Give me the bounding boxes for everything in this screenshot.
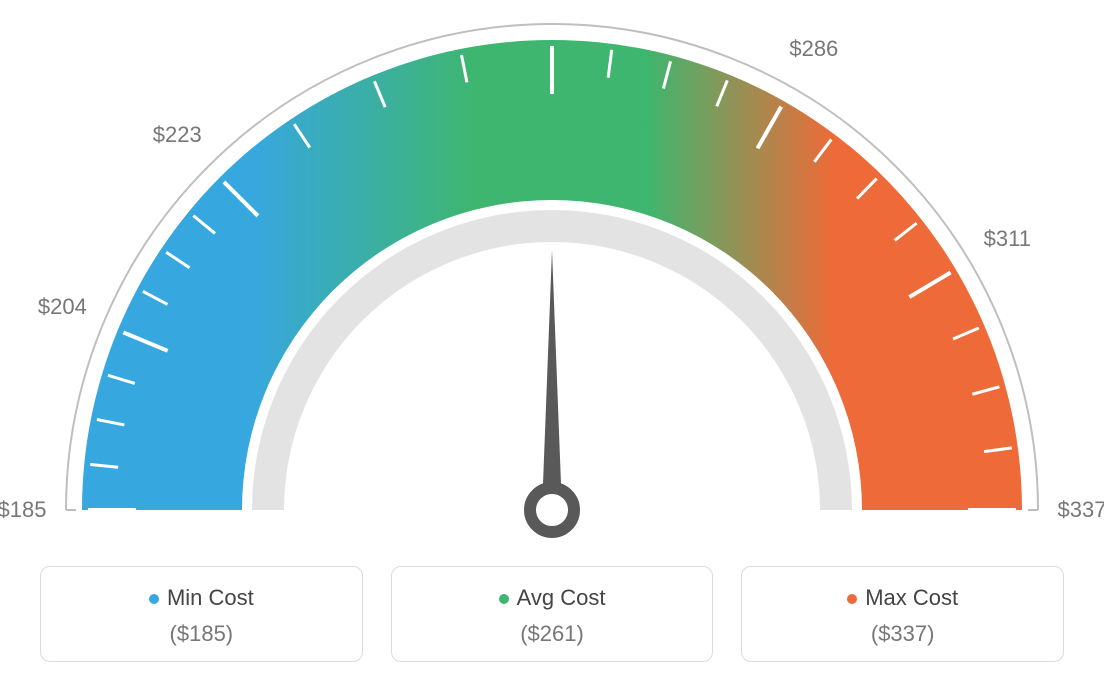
- avg-cost-dot: [499, 594, 509, 604]
- avg-cost-label-text: Avg Cost: [517, 585, 606, 610]
- gauge-tick-label: $204: [38, 294, 87, 320]
- avg-cost-value: ($261): [402, 621, 703, 647]
- min-cost-value: ($185): [51, 621, 352, 647]
- gauge-svg: [0, 0, 1104, 560]
- min-cost-label-text: Min Cost: [167, 585, 254, 610]
- max-cost-card: Max Cost ($337): [741, 566, 1064, 662]
- max-cost-label: Max Cost: [752, 585, 1053, 611]
- max-cost-label-text: Max Cost: [865, 585, 958, 610]
- min-cost-card: Min Cost ($185): [40, 566, 363, 662]
- gauge-tick-label: $286: [789, 36, 838, 62]
- max-cost-value: ($337): [752, 621, 1053, 647]
- max-cost-dot: [847, 594, 857, 604]
- gauge-tick-label: $185: [0, 497, 46, 523]
- summary-cards: Min Cost ($185) Avg Cost ($261) Max Cost…: [40, 566, 1064, 662]
- gauge-tick-label: $337: [1058, 497, 1104, 523]
- gauge-tick-label: $311: [984, 226, 1031, 252]
- avg-cost-card: Avg Cost ($261): [391, 566, 714, 662]
- cost-gauge-widget: $185$204$223$261$286$311$337 Min Cost ($…: [0, 0, 1104, 690]
- avg-cost-label: Avg Cost: [402, 585, 703, 611]
- min-cost-dot: [149, 594, 159, 604]
- gauge-chart: $185$204$223$261$286$311$337: [0, 0, 1104, 560]
- min-cost-label: Min Cost: [51, 585, 352, 611]
- gauge-tick-label: $223: [153, 122, 202, 148]
